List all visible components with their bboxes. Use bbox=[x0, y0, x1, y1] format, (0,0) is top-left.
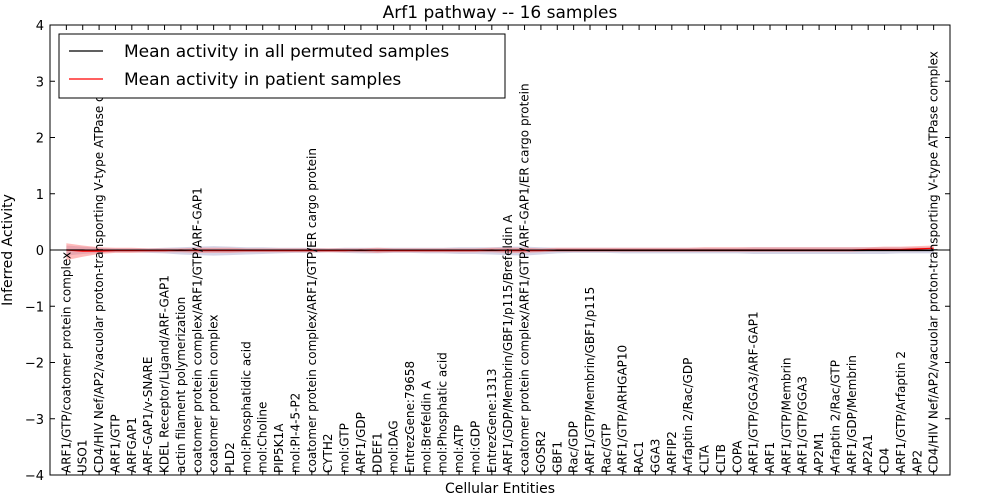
x-category-label: ARF1/GTP/Membrin/GBF1/p115 bbox=[583, 287, 597, 473]
x-category-label: ARF1/GTP/Membrin bbox=[779, 357, 793, 473]
x-category-label: ARFGAP1 bbox=[125, 417, 139, 473]
x-category-label: mol:GTP bbox=[338, 423, 352, 473]
x-category-label: ARF1/GTP/GGA3 bbox=[796, 376, 810, 473]
band-series-1 bbox=[66, 243, 934, 261]
x-category-label: Arfaptin 2/Rac/GDP bbox=[681, 358, 695, 473]
x-category-label: PIP5K1A bbox=[272, 423, 286, 473]
x-category-label: USO1 bbox=[76, 440, 90, 473]
legend-entry-permuted: Mean activity in all permuted samples bbox=[124, 42, 449, 62]
x-category-label: mol:GDP bbox=[468, 421, 482, 473]
x-category-label: EntrezGene:1313 bbox=[485, 369, 499, 474]
x-category-label: mol:DAG bbox=[387, 420, 401, 473]
x-category-label: CLTA bbox=[698, 444, 712, 473]
x-category-label: mol:PI-4-5-P2 bbox=[288, 393, 302, 473]
x-category-label: mol:Phosphatidic acid bbox=[239, 341, 253, 473]
x-category-label: KDEL Receptor/Ligand/ARF-GAP1 bbox=[158, 275, 172, 473]
x-category-label: ARF1/GDP/Membrin/GBF1/p115/Brefeldin A bbox=[501, 214, 515, 473]
x-category-label: ARF1/GTP/coatomer protein complex bbox=[59, 252, 73, 473]
y-axis-ticks: −4 −3 −2 −1 0 1 2 3 4 bbox=[25, 19, 950, 484]
x-axis-category-labels: ARF1/GTP/coatomer protein complex USO1 CD4… bbox=[59, 51, 940, 473]
x-category-label: actin filament polymerization bbox=[174, 297, 188, 473]
y-tick-label: −3 bbox=[25, 413, 44, 428]
x-category-label: CLTB bbox=[714, 444, 728, 473]
x-category-label: ARF1/GDP/Membrin bbox=[845, 355, 859, 473]
x-category-label: RAC1 bbox=[632, 441, 646, 473]
x-axis-ticks bbox=[65, 25, 935, 475]
legend: Mean activity in all permuted samples Me… bbox=[58, 33, 506, 99]
x-category-label: coatomer protein complex bbox=[207, 315, 221, 473]
x-axis-title: Cellular Entities bbox=[445, 481, 555, 497]
x-category-label: ARF1/GTP/Arfaptin 2 bbox=[894, 351, 908, 473]
y-tick-label: −1 bbox=[25, 300, 44, 315]
y-axis-title: Inferred Activity bbox=[0, 194, 16, 306]
x-category-label: mol:Brefeldin A bbox=[419, 380, 433, 473]
x-category-label: mol:ATP bbox=[452, 425, 466, 473]
y-tick-label: 2 bbox=[36, 132, 44, 147]
x-category-label: AP2 bbox=[910, 450, 924, 473]
x-category-label: DDEF1 bbox=[370, 432, 384, 473]
x-category-label: CD4/HIV Nef/AP2/vacuolar proton-transpor… bbox=[927, 51, 941, 473]
x-category-label: Arfaptin 2/Rac/GTP bbox=[828, 360, 842, 473]
y-tick-label: 0 bbox=[36, 244, 44, 259]
x-category-label: coatomer protein complex/ARF1/GTP/ARF-GA… bbox=[518, 83, 532, 473]
x-category-label: ARF1/GTP/GGA3/ARF-GAP1 bbox=[747, 311, 761, 473]
y-tick-label: 4 bbox=[36, 19, 44, 34]
x-category-label: mol:Choline bbox=[256, 402, 270, 473]
x-category-label: coatomer protein complex/ARF1/GTP/ARF-GA… bbox=[190, 187, 204, 473]
x-category-label: ARF1/GDP bbox=[354, 412, 368, 473]
x-category-label: PLD2 bbox=[223, 442, 237, 473]
x-category-label: GGA3 bbox=[648, 439, 662, 473]
x-category-label: COPA bbox=[730, 440, 744, 473]
x-category-label: CD4 bbox=[878, 448, 892, 473]
x-category-label: EntrezGene:79658 bbox=[403, 361, 417, 473]
y-tick-label: −2 bbox=[25, 357, 44, 372]
x-category-label: coatomer protein complex/ARF1/GTP/ER car… bbox=[305, 148, 319, 473]
x-category-label: ARFIP2 bbox=[665, 431, 679, 473]
legend-entry-patient: Mean activity in patient samples bbox=[124, 70, 401, 90]
x-category-label: ARF1 bbox=[763, 442, 777, 473]
x-category-label: AP2A1 bbox=[861, 434, 875, 473]
x-category-label: ARF1/GTP bbox=[108, 414, 122, 473]
legend-box bbox=[58, 33, 506, 99]
x-category-label: CYTH2 bbox=[321, 434, 335, 474]
x-category-label: Rac/GTP bbox=[599, 423, 613, 473]
x-category-label: Rac/GDP bbox=[567, 421, 581, 473]
x-category-label: ARF-GAP1/v-SNARE bbox=[141, 357, 155, 473]
x-category-label: CD4/HIV Nef/AP2/vacuolar proton-transpor… bbox=[92, 51, 106, 473]
chart-title: Arf1 pathway -- 16 samples bbox=[383, 3, 618, 23]
x-category-label: ARF1/GTP/ARHGAP10 bbox=[616, 345, 630, 473]
y-tick-label: −4 bbox=[25, 469, 44, 484]
y-tick-label: 1 bbox=[36, 188, 44, 203]
y-tick-label: 3 bbox=[36, 75, 44, 90]
x-category-label: mol:Phosphatic acid bbox=[436, 352, 450, 473]
x-category-label: GOSR2 bbox=[534, 431, 548, 473]
x-category-label: GBF1 bbox=[550, 441, 564, 473]
x-category-label: AP2M1 bbox=[812, 432, 826, 473]
